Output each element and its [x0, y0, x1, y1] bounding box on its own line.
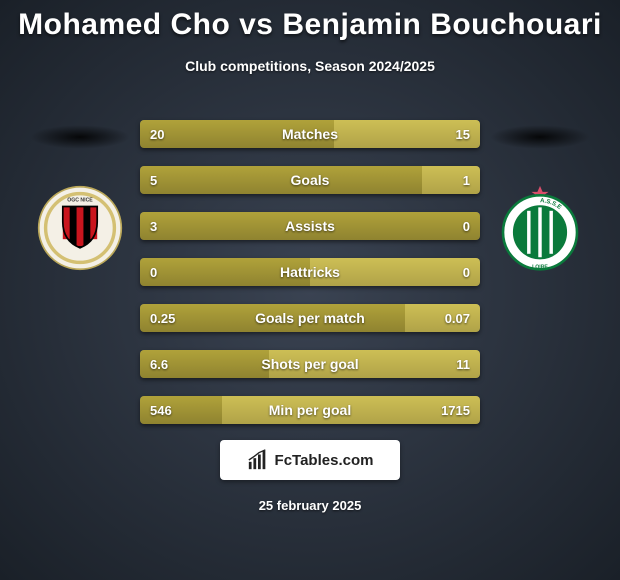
subtitle: Club competitions, Season 2024/2025 — [0, 58, 620, 74]
stat-label: Goals — [140, 166, 480, 194]
brand-text: FcTables.com — [275, 452, 374, 469]
brand-badge[interactable]: FcTables.com — [220, 440, 400, 480]
shadow-ellipse — [490, 125, 590, 149]
stat-bars: 2015Matches 51Goals 30Assists 00Hattricks 0.… — [140, 120, 480, 424]
stat-row: 0.250.07Goals per match — [140, 304, 480, 332]
page-title: Mohamed Cho vs Benjamin Bouchouari — [0, 0, 620, 42]
stat-row: 00Hattricks — [140, 258, 480, 286]
date: 25 february 2025 — [0, 498, 620, 513]
club-crest-asse: A.S.S.E LOIRE — [497, 185, 583, 271]
stat-label: Matches — [140, 120, 480, 148]
club-crest-nice: OGC NICE — [37, 185, 123, 271]
svg-text:OGC NICE: OGC NICE — [67, 197, 93, 203]
stat-label: Hattricks — [140, 258, 480, 286]
comparison-card: Mohamed Cho vs Benjamin Bouchouari Club … — [0, 0, 620, 580]
stats-area: OGC NICE 2015Matches 51Goals 30Assists 00Ha… — [0, 120, 620, 424]
right-crest-col: A.S.S.E LOIRE — [480, 120, 600, 271]
stat-label: Assists — [140, 212, 480, 240]
shadow-ellipse — [30, 125, 130, 149]
left-crest-col: OGC NICE — [20, 120, 140, 271]
stat-row: 30Assists — [140, 212, 480, 240]
stat-row: 51Goals — [140, 166, 480, 194]
stat-row: 5461715Min per goal — [140, 396, 480, 424]
stat-label: Goals per match — [140, 304, 480, 332]
stat-label: Min per goal — [140, 396, 480, 424]
stat-row: 6.611Shots per goal — [140, 350, 480, 378]
stat-label: Shots per goal — [140, 350, 480, 378]
stat-row: 2015Matches — [140, 120, 480, 148]
svg-text:LOIRE: LOIRE — [532, 264, 548, 270]
chart-icon — [247, 449, 269, 471]
